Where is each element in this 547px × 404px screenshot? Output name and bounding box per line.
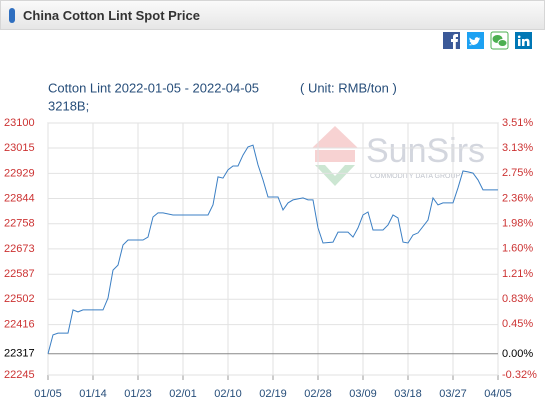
x-tick-label: 02/01 xyxy=(169,388,197,400)
y-tick-label: 22317 xyxy=(4,348,35,360)
watermark-tagline: COMMODITY DATA GROUP xyxy=(370,173,461,180)
x-tick-label: 01/23 xyxy=(124,388,152,400)
y-tick-label: 23015 xyxy=(4,142,35,154)
header-title: China Cotton Lint Spot Price xyxy=(23,8,200,23)
y-tick-label: 22844 xyxy=(4,192,35,204)
logo-top xyxy=(312,126,358,148)
watermark-logo xyxy=(312,126,358,186)
y2-tick-label: 0.83% xyxy=(502,293,533,305)
unit-label: ( Unit: RMB/ton ) xyxy=(300,80,397,95)
y-tick-label: 22929 xyxy=(4,167,35,179)
x-tick-label: 03/09 xyxy=(349,388,377,400)
x-tick-label: 03/27 xyxy=(439,388,467,400)
facebook-glyph xyxy=(451,34,458,49)
y2-tick-label: 1.21% xyxy=(502,268,533,280)
y2-tick-label: 3.13% xyxy=(502,142,533,154)
line xyxy=(47,144,498,354)
x-tick-label: 01/14 xyxy=(79,388,107,400)
y2-tick-label: 0.45% xyxy=(502,318,533,330)
y2-tick-label: 1.98% xyxy=(502,218,533,230)
x-tick-label: 02/10 xyxy=(214,388,242,400)
chart-title: Cotton Lint 2022-01-05 - 2022-04-05 xyxy=(48,80,259,95)
linkedin-glyph xyxy=(517,35,530,46)
y2-tick-label: 1.60% xyxy=(502,243,533,255)
wechat-bubble xyxy=(497,39,508,47)
x-tick-label: 02/28 xyxy=(304,388,332,400)
x-tick-label: 02/19 xyxy=(259,388,287,400)
logo-bar xyxy=(315,150,355,162)
watermark-brand: SunSirs xyxy=(366,132,485,170)
y2-tick-label: 3.51% xyxy=(502,117,533,129)
y-tick-label: 23100 xyxy=(4,117,35,129)
y-tick-label: 22587 xyxy=(4,268,35,280)
y-tick-label: 22416 xyxy=(4,319,35,331)
y2-tick-label: 0.00% xyxy=(502,348,533,360)
y2-tick-label: 2.75% xyxy=(502,167,533,179)
header: China Cotton Lint Spot Price xyxy=(0,0,545,30)
y2-tick-label: 2.36% xyxy=(502,193,533,205)
x-tick-label: 04/05 xyxy=(484,388,512,400)
x-tick-label: 01/05 xyxy=(34,388,62,400)
social-icons xyxy=(443,31,532,50)
x-tick-label: 03/18 xyxy=(394,388,422,400)
y-tick-label: 22673 xyxy=(4,243,35,255)
logo-bottom xyxy=(315,165,355,186)
header-icon xyxy=(9,8,15,23)
chart-subtitle: 3218B; xyxy=(48,98,89,113)
twitter-glyph xyxy=(469,37,481,46)
y2-tick-label: -0.32% xyxy=(502,369,537,381)
y-tick-label: 22758 xyxy=(4,218,35,230)
y-tick-label: 22245 xyxy=(4,369,35,381)
y-tick-label: 22502 xyxy=(4,293,35,305)
